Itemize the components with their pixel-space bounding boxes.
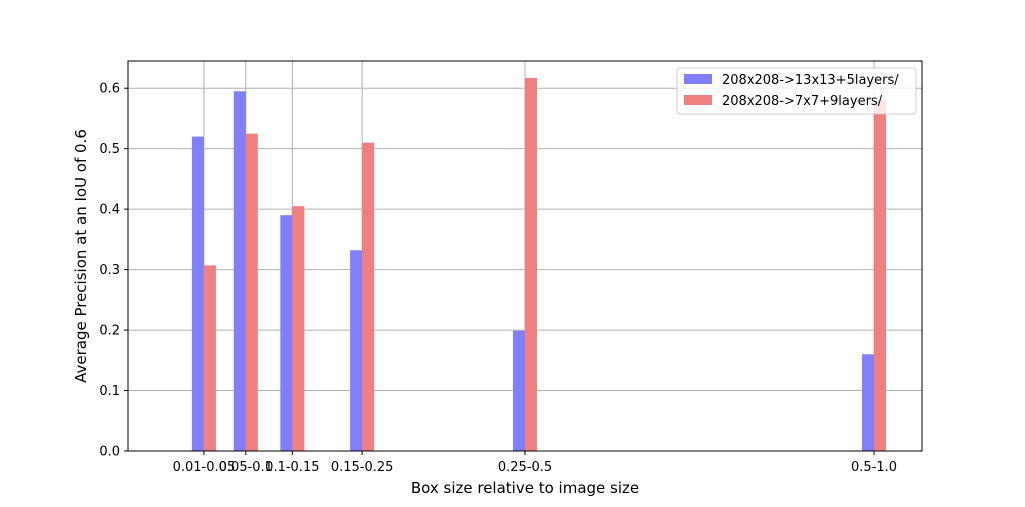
legend-swatch-series-1: [684, 74, 712, 84]
y-tick-label: 0.1: [99, 384, 120, 399]
bar-series-1-0.25-0.5: [513, 330, 525, 451]
bar-series-1-0.5-1.0: [862, 354, 874, 451]
x-tick-label: 0.01-0.05: [173, 460, 236, 475]
bar-series-2-0.25-0.5: [525, 77, 537, 451]
x-tick-label: 0.5-1.0: [851, 460, 897, 475]
bar-series-2-0.5-1.0: [874, 100, 886, 452]
x-axis-label: Box size relative to image size: [411, 479, 639, 497]
bar-series-1-0.1-0.15: [280, 215, 293, 451]
x-tick-label: 0.05-0.1: [219, 460, 273, 475]
bar-series-2-0.05-0.1: [245, 133, 258, 451]
legend-swatch-series-2: [684, 95, 712, 105]
bar-series-1-0.15-0.25: [350, 250, 363, 451]
x-tick-label: 0.1-0.15: [265, 460, 319, 475]
y-tick-label: 0.5: [99, 142, 120, 157]
y-tick-label: 0.3: [99, 263, 120, 278]
bar-series-2-0.15-0.25: [362, 142, 375, 451]
bar-series-1-0.01-0.05: [191, 136, 204, 451]
legend-box: [676, 67, 917, 115]
bar-series-2-0.1-0.15: [292, 206, 305, 451]
axis-ticks: 0.00.10.20.30.40.50.60.01-0.050.05-0.10.…: [99, 82, 897, 475]
y-tick-label: 0.2: [99, 324, 120, 339]
y-tick-label: 0.6: [99, 82, 120, 97]
y-axis-label: Average Precision at an IoU of 0.6: [72, 129, 90, 383]
x-tick-label: 0.15-0.25: [331, 460, 394, 475]
x-tick-label: 0.25-0.5: [498, 460, 552, 475]
bars: [191, 77, 886, 452]
legend: 208x208->13x13+5layers/ 208x208->7x7+9la…: [676, 67, 917, 115]
bar-series-1-0.05-0.1: [233, 91, 246, 452]
y-tick-label: 0.4: [99, 203, 120, 218]
legend-label-series-2: 208x208->7x7+9layers/: [722, 94, 883, 109]
legend-label-series-1: 208x208->13x13+5layers/: [722, 73, 899, 88]
y-tick-label: 0.0: [99, 445, 120, 460]
bar-series-2-0.01-0.05: [203, 265, 216, 451]
